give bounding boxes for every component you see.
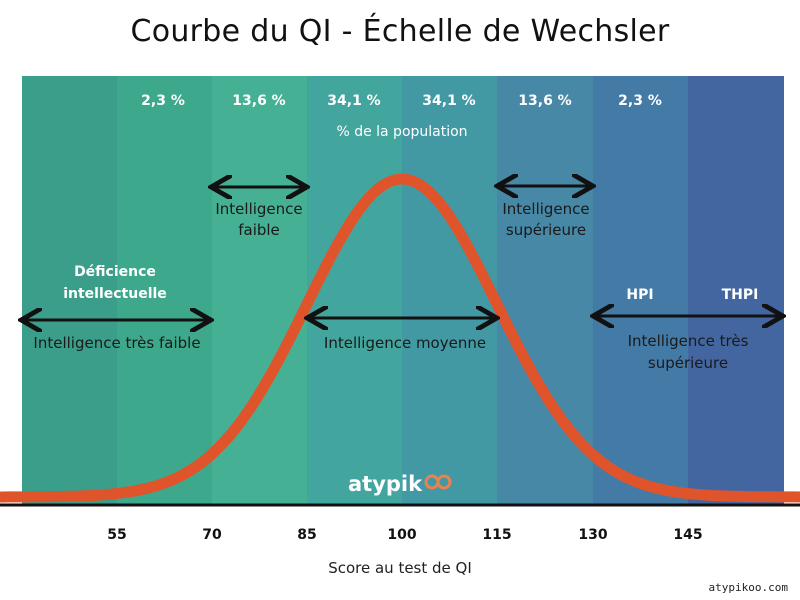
tick-label: 85	[297, 527, 316, 543]
percentage-label: 34,1 %	[327, 93, 380, 109]
percentage-label: 2,3 %	[618, 93, 662, 109]
page-title: Courbe du QI - Échelle de Wechsler	[130, 14, 670, 49]
logo-text: atypik	[348, 472, 423, 496]
background-band	[402, 76, 497, 505]
bell-curve	[0, 173, 800, 503]
x-axis-label: Score au test de QI	[328, 559, 472, 577]
label-deficience-line2: intellectuelle	[63, 286, 167, 302]
label-tres-faible: Intelligence très faible	[33, 334, 200, 352]
footer-url: atypikoo.com	[708, 581, 788, 594]
percentage-label: 34,1 %	[422, 93, 475, 109]
label-hpi: HPI	[626, 287, 653, 303]
label-moyenne: Intelligence moyenne	[324, 334, 486, 352]
logo-ring-icon	[436, 474, 452, 490]
label-tres-superieure-line1: Intelligence très	[628, 332, 749, 350]
label-tres-superieure-line2: supérieure	[648, 354, 728, 372]
tick-label: 100	[387, 527, 416, 543]
tick-label: 115	[482, 527, 511, 543]
percentage-label: 2,3 %	[141, 93, 185, 109]
label-superieure-line1: Intelligence	[502, 200, 589, 218]
label-faible-line1: Intelligence	[215, 200, 302, 218]
background-band	[593, 76, 688, 505]
background-band	[22, 76, 117, 505]
atypikoo-logo: atypik	[348, 472, 452, 496]
label-thpi: THPI	[722, 287, 759, 303]
label-faible-line2: faible	[238, 221, 280, 239]
tick-label: 55	[107, 527, 126, 543]
percentage-label: 13,6 %	[232, 93, 285, 109]
background-band	[688, 76, 784, 505]
percentage-label: 13,6 %	[518, 93, 571, 109]
label-deficience-line1: Déficience	[74, 264, 156, 280]
population-label: % de la population	[336, 124, 467, 140]
background-bands	[22, 76, 784, 505]
tick-label: 130	[578, 527, 607, 543]
label-superieure-line2: supérieure	[506, 221, 586, 239]
tick-label: 70	[202, 527, 222, 543]
background-band	[307, 76, 402, 505]
tick-label: 145	[673, 527, 702, 543]
background-band	[117, 76, 212, 505]
